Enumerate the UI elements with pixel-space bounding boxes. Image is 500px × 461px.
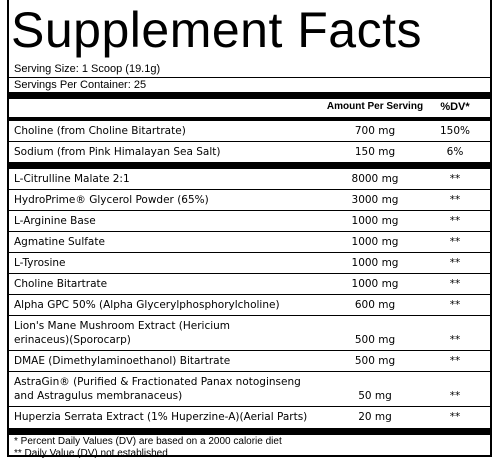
header-dv: %DV* [440, 101, 470, 113]
divider-thick [9, 162, 490, 169]
table-row: DMAE (Dimethylaminoethanol) Bitartrate 5… [14, 355, 461, 367]
table-header: Amount Per Serving %DV* [9, 99, 490, 117]
divider [9, 273, 490, 274]
supplement-facts-panel: Supplement Facts Serving Size: 1 Scoop (… [7, 0, 492, 460]
divider [9, 231, 490, 232]
group-1: Choline (from Choline Bitartrate) 700 mg… [9, 121, 490, 162]
table-row: Sodium (from Pink Himalayan Sea Salt) 15… [14, 146, 464, 158]
table-row: Choline (from Choline Bitartrate) 700 mg… [14, 125, 471, 137]
divider [9, 350, 490, 351]
divider [9, 294, 490, 295]
footnote: * Percent Daily Values (DV) are based on… [14, 436, 282, 447]
divider [9, 141, 490, 142]
divider [9, 77, 490, 78]
table-row: L-Arginine Base 1000 mg ** [14, 215, 461, 227]
table-row: L-Citrulline Malate 2:1 8000 mg ** [14, 173, 461, 185]
divider [9, 315, 490, 316]
table-row: HydroPrime® Glycerol Powder (65%) 3000 m… [14, 194, 461, 206]
divider [9, 189, 490, 190]
servings-per-container: Servings Per Container: 25 [14, 79, 147, 91]
header-amount: Amount Per Serving [326, 101, 424, 112]
footnote: ** Daily Value (DV) not established [14, 448, 168, 459]
divider-mid [9, 117, 490, 121]
group-2: L-Citrulline Malate 2:1 8000 mg ** Hydro… [9, 169, 490, 427]
divider [9, 252, 490, 253]
table-row: Choline Bitartrate 1000 mg ** [14, 278, 461, 290]
divider [9, 371, 490, 372]
panel-title: Supplement Facts [11, 2, 422, 58]
table-row: AstraGin® (Purified & Fractionated Panax… [14, 376, 461, 402]
divider [9, 406, 490, 407]
divider-thick [9, 92, 490, 99]
table-row: L-Tyrosine 1000 mg ** [14, 257, 461, 269]
divider-thick [9, 428, 490, 435]
serving-size: Serving Size: 1 Scoop (19.1g) [14, 63, 161, 75]
table-row: Agmatine Sulfate 1000 mg ** [14, 236, 461, 248]
divider [9, 210, 490, 211]
table-row: Lion's Mane Mushroom Extract (Hericium e… [14, 320, 461, 346]
footnotes: * Percent Daily Values (DV) are based on… [9, 435, 490, 460]
table-row: Huperzia Serrata Extract (1% Huperzine-A… [14, 411, 461, 423]
table-row: Alpha GPC 50% (Alpha Glycerylphosphorylc… [14, 299, 461, 311]
